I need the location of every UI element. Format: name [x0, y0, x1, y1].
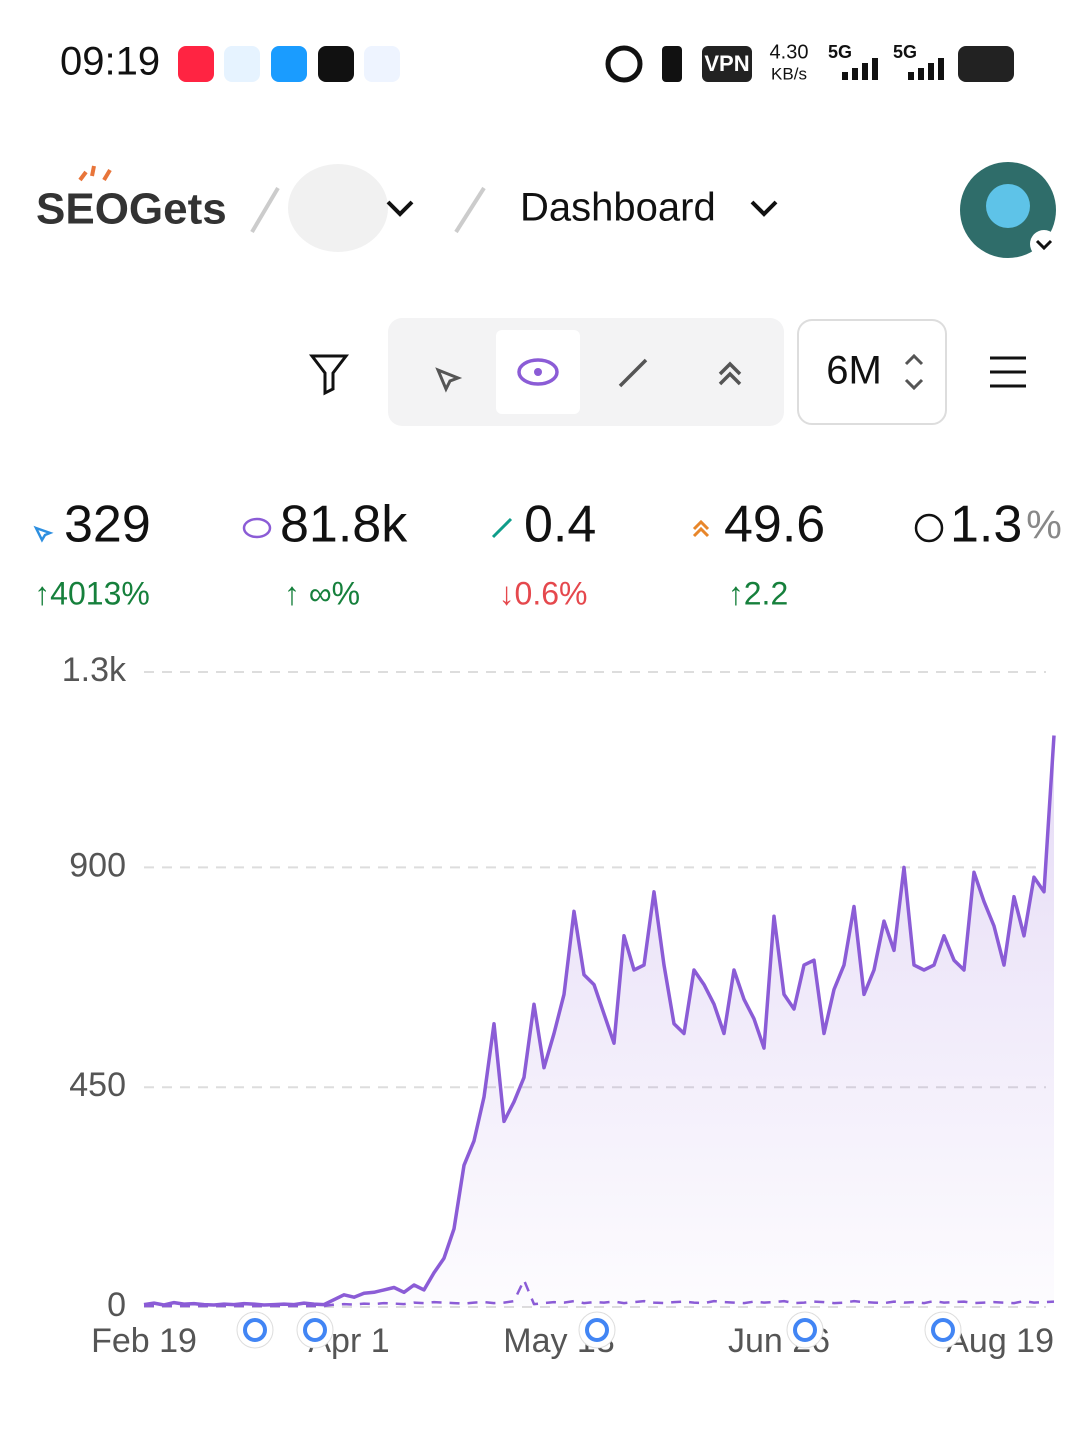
ctr-toggle[interactable] — [618, 358, 648, 388]
metric-change: ↑ ∞% — [284, 575, 360, 611]
impressions-toggle[interactable] — [517, 358, 559, 386]
x-tick-label: Feb 19 — [91, 1322, 197, 1360]
metric-change: ↓0.6% — [499, 575, 588, 611]
vibrate-icon — [662, 46, 682, 82]
avatar-detail — [986, 184, 1030, 228]
google-marker[interactable] — [578, 1311, 616, 1349]
update-markers — [236, 1311, 962, 1349]
network-label: 5G — [828, 42, 852, 62]
status-bar: 09:19 VPN 4.30 KB/s 5G 5G — [60, 40, 1014, 84]
blurred-project[interactable] — [288, 164, 388, 252]
ctr-icon — [491, 517, 513, 539]
clicks-icon — [33, 525, 54, 543]
separator — [250, 186, 280, 234]
chevron — [1035, 239, 1053, 251]
eye-pupil — [534, 368, 542, 376]
metric-value: 0.4 — [524, 496, 596, 554]
google-marker[interactable] — [786, 1311, 824, 1349]
vpn-badge — [702, 46, 752, 82]
toolbar: 6M — [308, 318, 1026, 426]
metric-value: 329 — [64, 496, 151, 554]
alarm-icon — [605, 45, 643, 83]
vpn-label: VPN — [704, 51, 749, 76]
net-speed-unit: KB/s — [771, 64, 807, 83]
metric-value: 49.6 — [724, 496, 825, 554]
line — [144, 1278, 1055, 1308]
metric-change: ↑4013% — [34, 575, 150, 611]
y-tick-label: 1.3k — [62, 651, 127, 689]
metric-change: ↑2.2 — [728, 575, 788, 611]
app-icon — [224, 46, 260, 82]
app-icon — [364, 46, 400, 82]
line — [143, 735, 1056, 1307]
time: 09:19 — [60, 40, 160, 84]
area — [144, 735, 1054, 1307]
signal-icon — [842, 58, 878, 80]
metric-toggle-group — [388, 318, 784, 426]
app-icon — [178, 46, 214, 82]
metric-value: 1.3 — [950, 496, 1022, 554]
metric-unit: % — [1026, 504, 1062, 548]
range-label: 6M — [826, 349, 882, 393]
signal-icon — [908, 58, 944, 80]
google-marker[interactable] — [924, 1311, 962, 1349]
separator — [454, 186, 486, 234]
logo-mark — [78, 165, 112, 182]
bounce-icon — [914, 513, 944, 543]
app-icon — [271, 46, 307, 82]
chevron[interactable] — [750, 200, 778, 217]
y-tick-label: 450 — [69, 1066, 126, 1104]
chevron[interactable] — [386, 200, 414, 217]
y-tick-label: 0 — [107, 1286, 126, 1324]
avatar-menu[interactable] — [1030, 230, 1058, 258]
net-speed: 4.30 — [770, 41, 809, 63]
impressions-icon — [242, 517, 272, 539]
menu-button[interactable] — [990, 356, 1026, 388]
metric-value: 81.8k — [280, 496, 408, 554]
google-marker[interactable] — [236, 1311, 274, 1349]
clicks-toggle[interactable] — [435, 367, 463, 393]
metric-icons — [33, 513, 944, 543]
filter-button[interactable] — [308, 354, 350, 396]
page-title[interactable]: Dashboard — [520, 186, 716, 230]
google-marker[interactable] — [296, 1311, 334, 1349]
logo[interactable]: SEOGets — [36, 185, 227, 234]
y-tick-label: 900 — [69, 846, 126, 884]
metrics: 329 ↑4013% 81.8k ↑ ∞% 0.4 ↓0.6% 49.6 ↑2.2 1.3% — [34, 496, 1062, 612]
battery-icon — [958, 46, 1014, 82]
position-toggle[interactable] — [718, 361, 742, 386]
header: SEOGets Dashboard — [36, 162, 1058, 258]
network-label: 5G — [893, 42, 917, 62]
position-icon — [692, 519, 710, 538]
range-select[interactable] — [797, 319, 947, 425]
app-icon — [318, 46, 354, 82]
range-arrows — [904, 353, 924, 391]
x-tick-label: Aug 19 — [946, 1322, 1054, 1360]
